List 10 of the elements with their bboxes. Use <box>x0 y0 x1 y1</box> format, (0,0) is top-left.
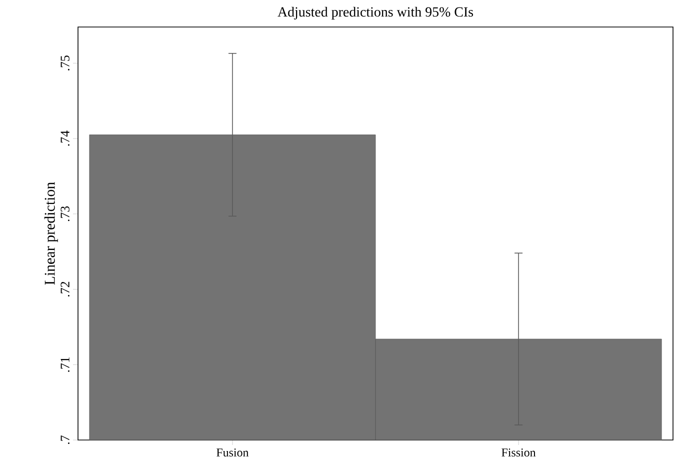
y-tick-label: .75 <box>60 56 70 70</box>
y-tick-label: .71 <box>60 357 70 372</box>
x-tick-label: Fusion <box>216 448 249 457</box>
y-tick-label: .73 <box>60 206 70 222</box>
y-axis-title: Linear prediction <box>44 182 58 285</box>
chart-title: Adjusted predictions with 95% CIs <box>278 6 474 20</box>
y-tick-label: .7 <box>60 436 70 444</box>
x-tick-label: Fission <box>502 448 536 457</box>
y-tick-label: .74 <box>60 130 70 146</box>
y-tick-label: .72 <box>60 282 70 297</box>
